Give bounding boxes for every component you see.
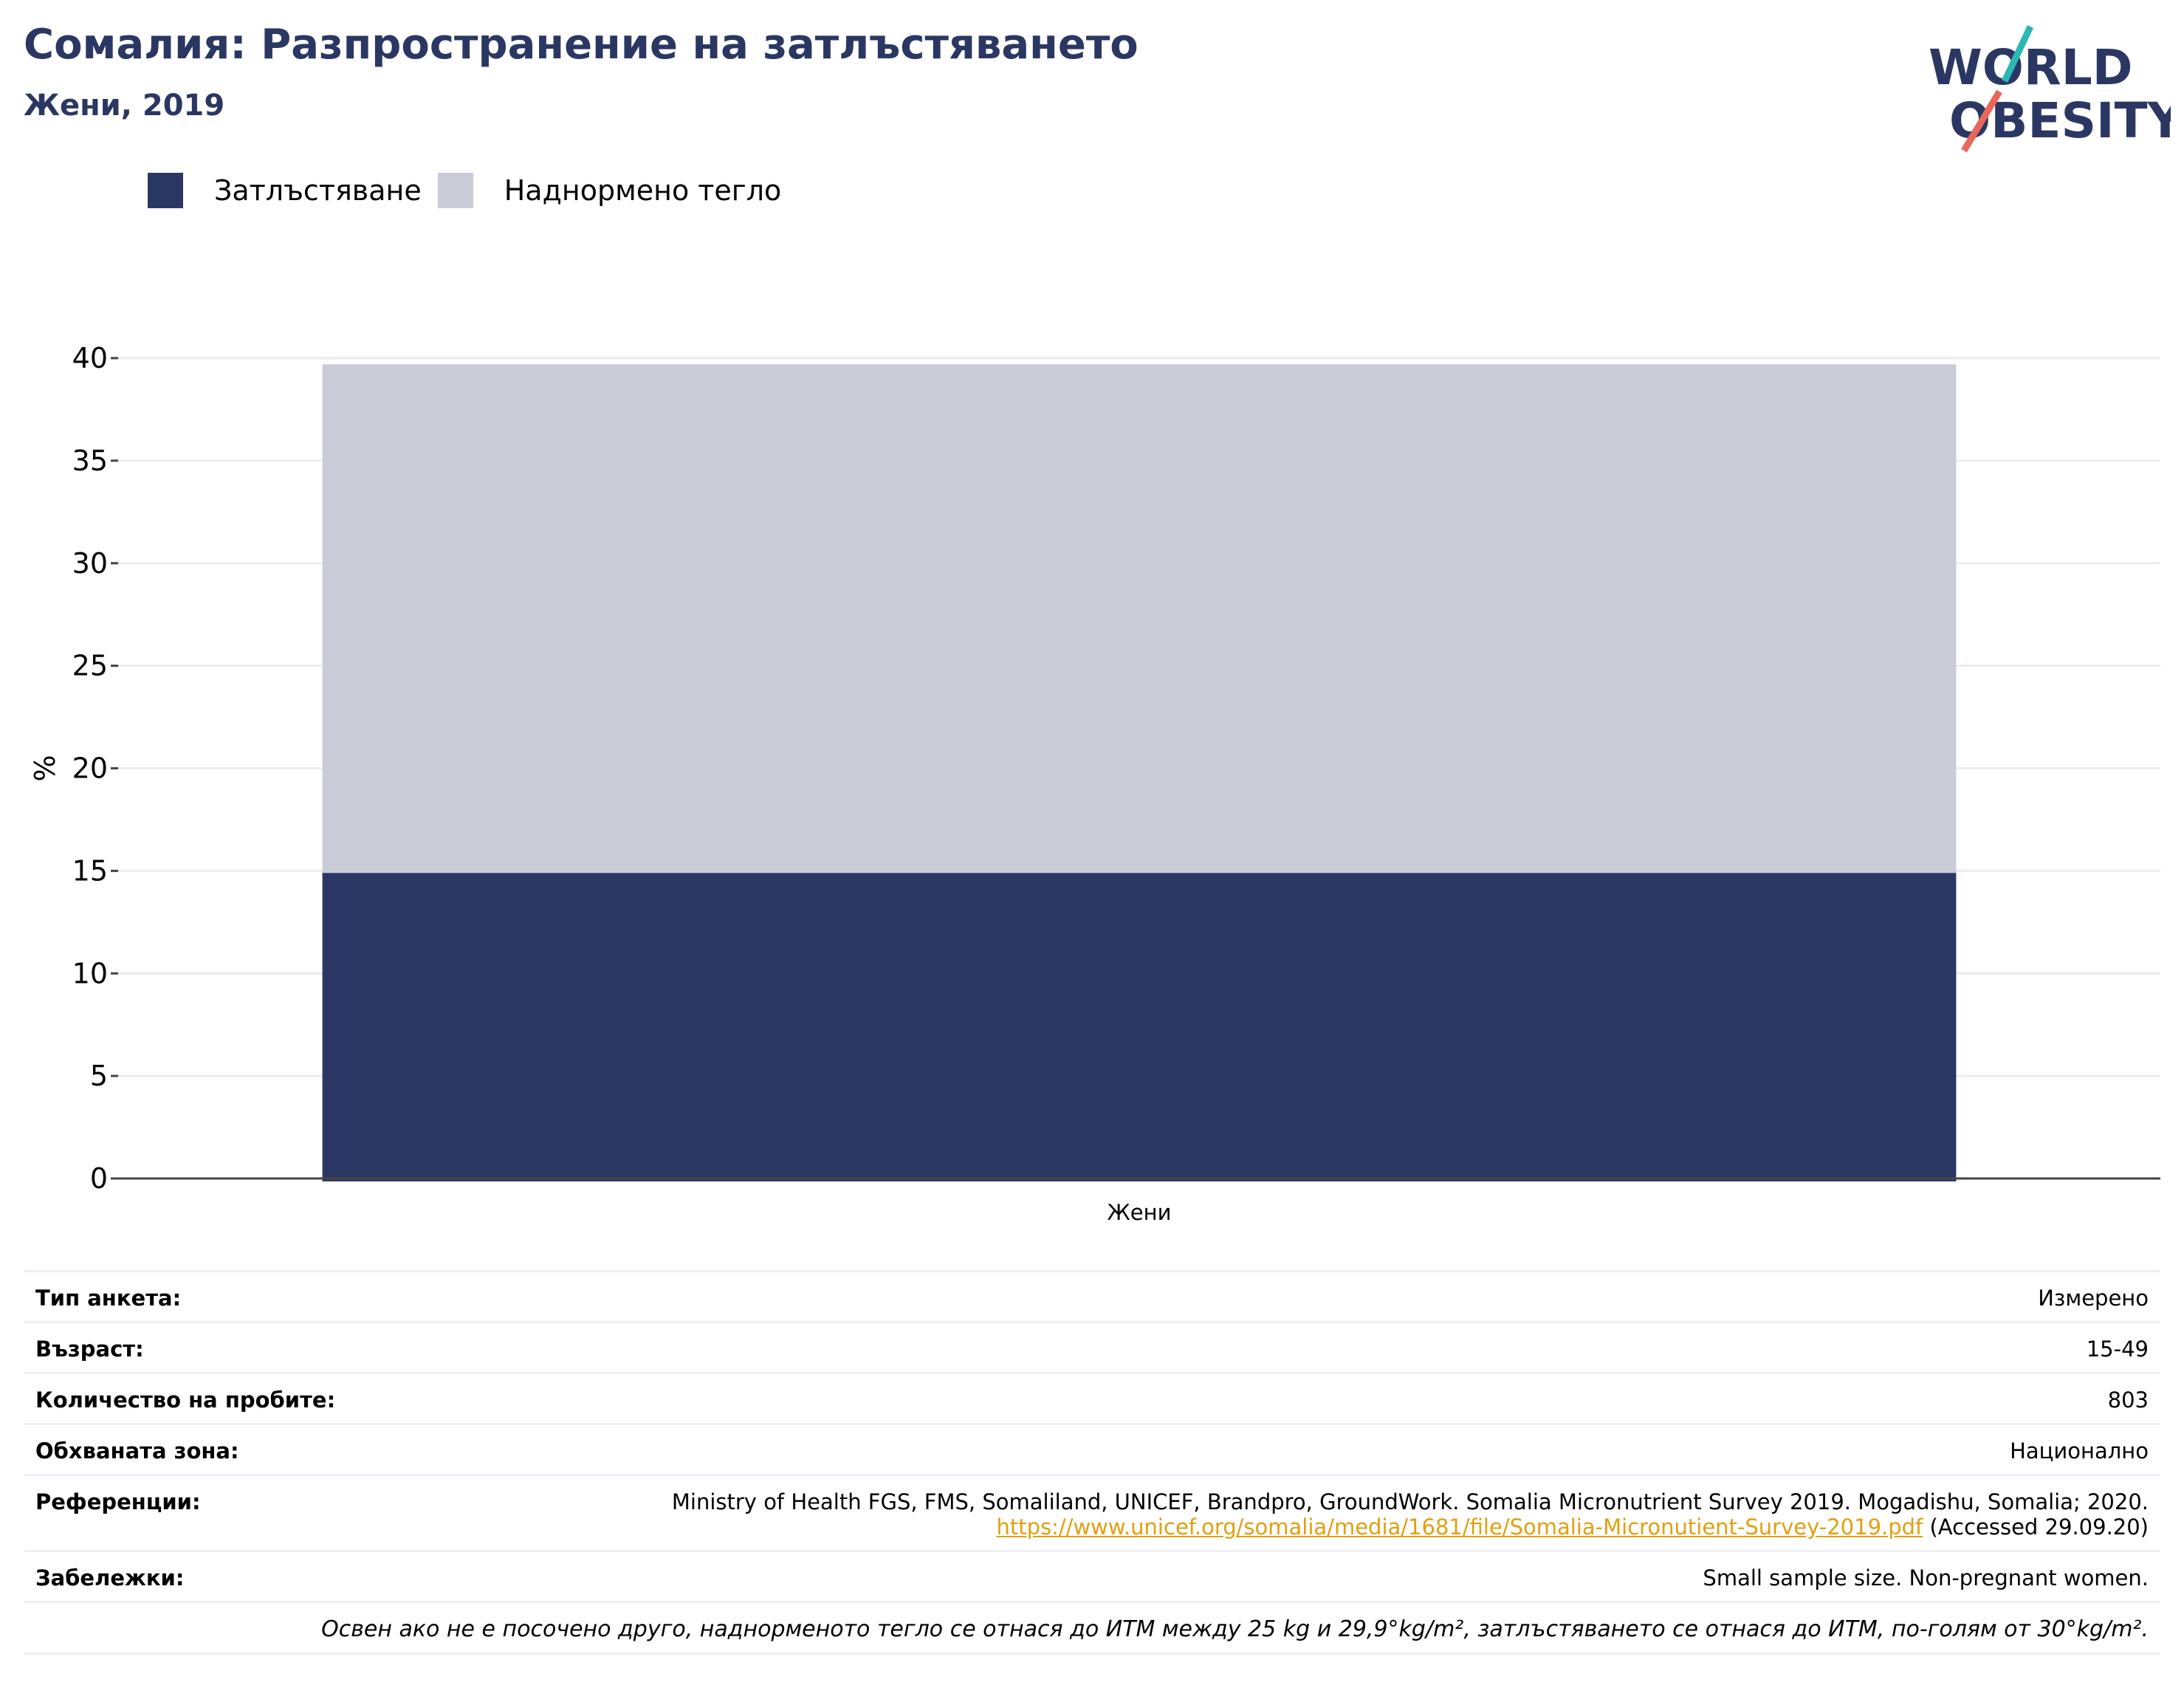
bars	[322, 364, 1957, 1181]
chart-subtitle: Жени, 2019	[24, 89, 225, 123]
y-axis-ticks: 0 5 10 15 20 25 30 35 40	[72, 342, 118, 1195]
y-tick-label: 15	[72, 854, 108, 887]
y-tick-label: 25	[72, 650, 108, 682]
y-tick-label: 5	[90, 1060, 108, 1092]
legend-label-obesity: Затлъстяване	[214, 174, 422, 207]
meta-value-area: Национално	[2010, 1438, 2149, 1463]
meta-label-notes: Забележки:	[35, 1565, 185, 1591]
chart-title: Сомалия: Разпространение на затлъстяване…	[24, 21, 1139, 69]
footnote-text: Освен ако не е посочено друго, наднормен…	[321, 1616, 2149, 1642]
logo-word-world: WORLD	[1929, 39, 2133, 96]
logo-word-obesity: OBESITY	[1949, 92, 2171, 149]
x-tick-label: Жени	[1108, 1200, 1172, 1225]
metadata-table: Тип анкета: Измерено Възраст: 15-49 Коли…	[24, 1270, 2160, 1655]
reference-accessed: (Accessed 29.09.20)	[1923, 1514, 2149, 1540]
meta-row-age: Възраст: 15-49	[24, 1321, 2160, 1372]
y-tick-label: 35	[72, 445, 108, 477]
meta-value-survey-type: Измерено	[2038, 1286, 2149, 1311]
meta-value-age: 15-49	[2086, 1336, 2149, 1362]
bar-chart: 0 5 10 15 20 25 30 35 40 Жени %	[29, 342, 2160, 1225]
meta-label-area: Обхваната зона:	[35, 1438, 239, 1463]
meta-row-sample-size: Количество на пробите: 803	[24, 1372, 2160, 1423]
meta-row-survey-type: Тип анкета: Измерено	[24, 1270, 2160, 1321]
bar-segment-overweight	[322, 364, 1957, 874]
meta-row-notes: Забележки: Small sample size. Non-pregna…	[24, 1550, 2160, 1601]
meta-label-references: Референции:	[35, 1489, 201, 1514]
legend-swatch-overweight	[437, 173, 473, 208]
y-tick-label: 10	[72, 957, 108, 989]
reference-text: Ministry of Health FGS, FMS, Somaliland,…	[671, 1489, 2149, 1514]
meta-label-survey-type: Тип анкета:	[35, 1286, 182, 1311]
x-axis-ticks: Жени	[1108, 1200, 1172, 1225]
y-tick-label: 20	[72, 752, 108, 785]
logo-slash-red	[1961, 89, 2002, 153]
meta-value-references: Ministry of Health FGS, FMS, Somaliland,…	[672, 1489, 2149, 1540]
meta-value-notes: Small sample size. Non-pregnant women.	[1703, 1565, 2149, 1591]
legend-label-overweight: Наднормено тегло	[504, 174, 782, 207]
meta-row-references: Референции: Ministry of Health FGS, FMS,…	[24, 1474, 2160, 1550]
logo-slash-teal	[2001, 25, 2034, 83]
y-axis-label: %	[29, 755, 61, 781]
meta-label-age: Възраст:	[35, 1336, 144, 1362]
legend-item-overweight: Наднормено тегло	[437, 173, 782, 208]
meta-value-sample-size: 803	[2107, 1387, 2149, 1413]
y-tick-label: 40	[72, 342, 108, 374]
chart-legend: Затлъстяване Наднормено тегло	[148, 171, 797, 210]
reference-link[interactable]: https://www.unicef.org/somalia/media/168…	[996, 1514, 1923, 1540]
y-tick-label: 30	[72, 547, 108, 580]
bar-segment-obesity	[322, 873, 1957, 1181]
world-obesity-logo: WORLD OBESITY	[1929, 25, 2171, 153]
meta-row-footnote: Освен ако не е посочено друго, наднормен…	[24, 1601, 2160, 1655]
legend-item-obesity: Затлъстяване	[148, 173, 422, 208]
y-tick-label: 0	[90, 1162, 108, 1195]
legend-swatch-obesity	[148, 173, 183, 208]
meta-row-area: Обхваната зона: Национално	[24, 1423, 2160, 1474]
meta-label-sample-size: Количество на пробите:	[35, 1387, 336, 1413]
